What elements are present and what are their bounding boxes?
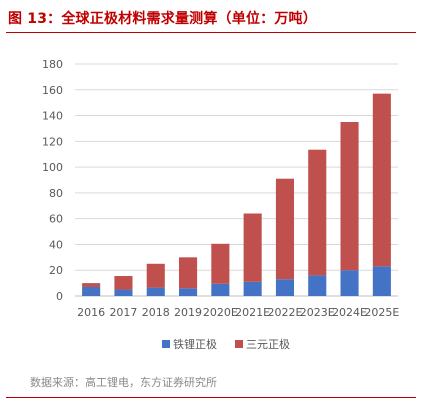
- footer-divider: [6, 397, 416, 398]
- bar-lfp-2017: [114, 289, 133, 296]
- y-tick-label: 160: [42, 84, 63, 97]
- x-tick-label: 2025E: [364, 306, 399, 319]
- bar-lfp-2021E: [243, 281, 262, 296]
- bar-lfp-2019: [179, 288, 198, 296]
- y-axis: 0 20 40 60 80 100 120 140 160 180: [42, 58, 398, 303]
- bar-lfp-2020E: [211, 283, 230, 296]
- x-tick-label: 2017: [109, 306, 137, 319]
- x-tick-label: 2024E: [332, 306, 367, 319]
- bar-lfp-2016: [82, 286, 101, 296]
- bar-ternary-2021E: [243, 213, 262, 282]
- y-tick-label: 120: [42, 135, 63, 148]
- bar-lfp-2018: [146, 287, 165, 296]
- title-divider: [6, 32, 416, 33]
- y-tick-label: 0: [56, 290, 63, 303]
- bar-ternary-2022E: [275, 178, 294, 280]
- bar-ternary-2023E: [308, 149, 327, 276]
- legend: 铁锂正极 三元正极: [162, 337, 290, 351]
- legend-swatch-lfp: [162, 340, 170, 348]
- bar-lfp-2023E: [308, 275, 327, 296]
- y-tick-label: 60: [49, 213, 63, 226]
- bar-ternary-2020E: [211, 243, 230, 284]
- x-tick-label: 2018: [142, 306, 170, 319]
- y-tick-label: 180: [42, 58, 63, 71]
- y-tick-label: 100: [42, 161, 63, 174]
- y-tick-label: 140: [42, 110, 63, 123]
- bar-ternary-2025E: [372, 93, 391, 267]
- bar-ternary-2016: [82, 283, 101, 287]
- y-tick-label: 40: [49, 238, 63, 251]
- x-tick-label: 2019: [174, 306, 202, 319]
- legend-label-ternary: 三元正极: [246, 337, 290, 351]
- legend-label-lfp: 铁锂正极: [173, 337, 217, 351]
- data-source: 数据来源：高工锂电，东方证券研究所: [30, 376, 217, 389]
- x-tick-label: 2020E: [203, 306, 238, 319]
- bar-ternary-2024E: [340, 122, 359, 271]
- x-axis: 2016 2017 2018 2019 2020E2021E2022E2023E2024…: [77, 306, 399, 319]
- x-tick-label: 2022E: [267, 306, 302, 319]
- x-tick-label: 2016: [77, 306, 105, 319]
- y-tick-label: 20: [49, 264, 63, 277]
- y-tick-label: 80: [49, 187, 63, 200]
- legend-swatch-ternary: [235, 340, 243, 348]
- bar-lfp-2024E: [340, 270, 359, 296]
- bar-ternary-2019: [179, 257, 198, 289]
- chart-title: 图 13：全球正极材料需求量测算（单位：万吨）: [8, 11, 317, 27]
- bar-ternary-2017: [114, 276, 133, 290]
- x-tick-label: 2021E: [235, 306, 270, 319]
- gridlines: [75, 63, 398, 271]
- bars: [82, 93, 391, 296]
- bar-lfp-2025E: [372, 266, 391, 296]
- x-tick-label: 2023E: [300, 306, 335, 319]
- bar-ternary-2018: [146, 263, 165, 288]
- bar-lfp-2022E: [275, 279, 294, 296]
